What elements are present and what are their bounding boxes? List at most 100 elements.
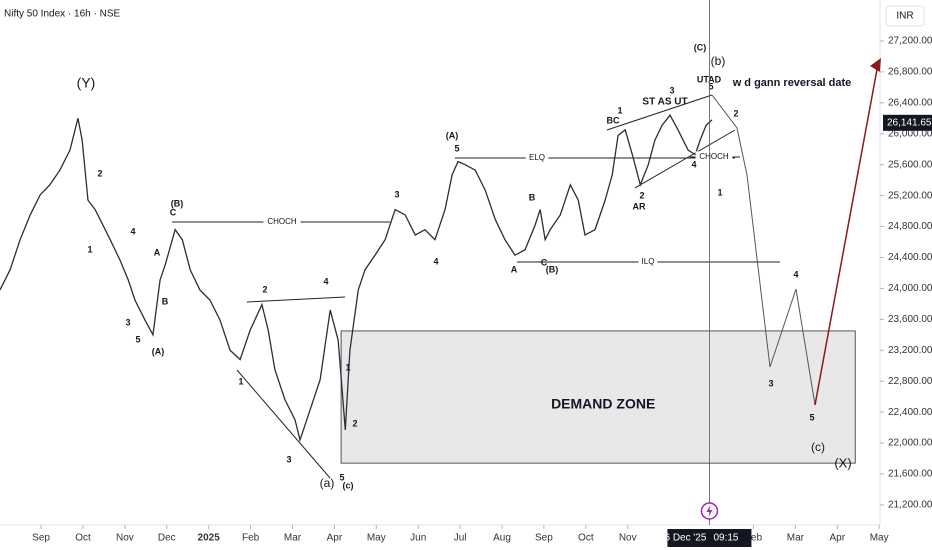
- x-tick-label: Jul: [454, 533, 467, 544]
- wave-label: 4: [691, 159, 696, 169]
- y-tick-label: 27,200.00: [888, 36, 932, 47]
- projection-arrowhead: [870, 58, 881, 72]
- y-tick-label: 21,600.00: [888, 469, 932, 480]
- drawing-line: [246, 296, 346, 303]
- currency-box[interactable]: [885, 5, 925, 27]
- wave-label: 1: [717, 187, 722, 197]
- demand-zone-label: DEMAND ZONE: [551, 396, 655, 412]
- wave-label: 5: [339, 472, 344, 482]
- wave-label: 4: [323, 276, 328, 286]
- wave-label: (b): [711, 54, 726, 68]
- chart-title: Nifty 50 Index · 16h · NSE: [4, 9, 120, 20]
- y-tick-label: 26,800.00: [888, 67, 932, 78]
- y-tick-label: 24,000.00: [888, 283, 932, 294]
- x-tick-label: Oct: [75, 533, 91, 544]
- x-tick-label: Mar: [284, 533, 302, 544]
- y-tick-label: 24,800.00: [888, 221, 932, 232]
- y-tick-label: 24,400.00: [888, 252, 932, 263]
- wave-label: (A): [152, 346, 165, 356]
- y-tick-label: 21,200.00: [888, 500, 932, 511]
- y-tick-label: 26,000.00: [888, 128, 932, 139]
- demand-zone: [340, 330, 856, 464]
- drawing-line: [606, 94, 713, 131]
- x-tick-label: Nov: [116, 533, 134, 544]
- wave-label: 2: [733, 108, 738, 118]
- level-label-bg: [695, 151, 733, 162]
- price-line: [0, 114, 713, 443]
- y-tick-label: 25,200.00: [888, 190, 932, 201]
- wave-label: (X): [834, 455, 851, 470]
- drawing-line: [634, 129, 736, 189]
- x-tick-label: Feb: [745, 533, 763, 544]
- x-tick-label: May: [367, 533, 386, 544]
- wave-label: 4: [130, 226, 135, 236]
- wave-label: (B): [171, 198, 184, 208]
- wave-label: 1: [345, 362, 350, 372]
- wave-label: C: [541, 257, 548, 267]
- wave-label: CHOCH: [699, 152, 729, 161]
- drawing-line: [814, 63, 879, 406]
- wave-label: 3: [394, 189, 399, 199]
- wave-label: 1: [238, 376, 243, 386]
- wave-label: (Y): [77, 75, 96, 91]
- x-tick-label: Oct: [578, 533, 594, 544]
- wave-label: 2: [262, 284, 267, 294]
- x-tick-label: 2025: [198, 533, 221, 544]
- level-label-bg: [525, 152, 549, 163]
- wave-label: 2: [352, 418, 357, 428]
- wave-label: ST AS UT: [642, 97, 687, 108]
- x-tick-label: Mar: [787, 533, 805, 544]
- last-price-box: [883, 114, 932, 131]
- projection-path: [711, 94, 816, 406]
- x-tick-label: Dec: [158, 533, 176, 544]
- x-tick-label: Sep: [535, 533, 553, 544]
- x-tick-label: Aug: [493, 533, 511, 544]
- wave-label: (c): [343, 480, 354, 490]
- x-tick-label: Apr: [829, 533, 845, 544]
- wave-label: (a): [320, 476, 335, 490]
- wave-label: (c): [811, 440, 825, 454]
- wave-label: B: [529, 192, 536, 202]
- drawing-line: [236, 369, 331, 479]
- wave-label: BC: [607, 115, 620, 125]
- wave-label: ILQ: [642, 257, 655, 266]
- crosshair-label-bg: [667, 529, 752, 547]
- x-tick-label: May: [870, 533, 889, 544]
- y-tick-label: 22,000.00: [888, 438, 932, 449]
- x-tick-label: Sep: [32, 533, 50, 544]
- wave-label: 3: [286, 454, 291, 464]
- wave-label: AR: [633, 201, 646, 211]
- x-tick-label: Jun: [410, 533, 426, 544]
- wave-label: A: [511, 264, 518, 274]
- x-tick-label: Feb: [242, 533, 260, 544]
- wave-label: w d gann reversal date: [732, 77, 852, 89]
- x-tick-label: Apr: [327, 533, 343, 544]
- wave-label: 5: [708, 81, 713, 91]
- y-tick-label: 22,400.00: [888, 407, 932, 418]
- wave-label: 5: [135, 334, 140, 344]
- wave-label: B: [162, 296, 169, 306]
- y-tick-label: 25,600.00: [888, 159, 932, 170]
- last-price-label: 26,141.65: [887, 117, 932, 128]
- wave-label: (A): [446, 130, 459, 140]
- y-tick-label: 23,600.00: [888, 314, 932, 325]
- wave-label: A: [154, 247, 161, 257]
- alert-bolt: [706, 505, 713, 517]
- wave-label: 3: [125, 317, 130, 327]
- wave-label: 5: [809, 412, 814, 422]
- wave-label: 2: [97, 168, 102, 178]
- level-label-bg: [638, 256, 658, 267]
- level-label-bg: [263, 216, 301, 227]
- wave-label: 5: [454, 143, 459, 153]
- wave-label: 4: [793, 269, 798, 279]
- wave-label: 3: [669, 85, 674, 95]
- wave-label: C: [170, 207, 177, 217]
- wave-label: (B): [546, 264, 559, 274]
- y-tick-label: 23,200.00: [888, 345, 932, 356]
- wave-label: (C): [694, 42, 707, 52]
- wave-label: 3: [768, 378, 773, 388]
- wave-label: 2: [639, 190, 644, 200]
- wave-label: CHOCH: [267, 217, 297, 226]
- crosshair-time: 09:15: [713, 533, 738, 544]
